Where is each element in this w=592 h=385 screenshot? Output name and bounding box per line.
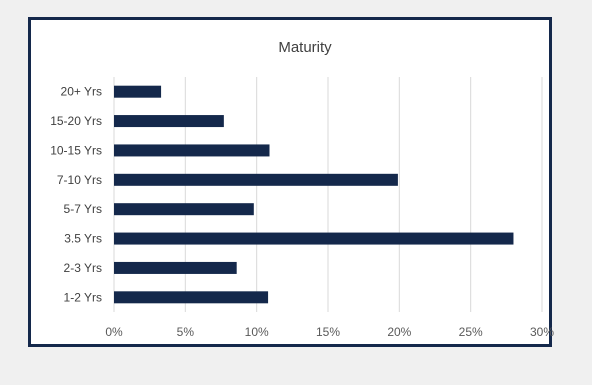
bar bbox=[114, 144, 270, 157]
category-label: 5-7 Yrs bbox=[64, 202, 102, 216]
category-label: 10-15 Yrs bbox=[50, 143, 102, 157]
category-label: 15-20 Yrs bbox=[50, 114, 102, 128]
x-tick-label: 15% bbox=[316, 325, 340, 339]
x-axis-tick-labels: 0% 5% 10% 15% 20% 25% 30% bbox=[105, 325, 554, 339]
category-label: 3.5 Yrs bbox=[64, 232, 102, 246]
x-tick-label: 25% bbox=[459, 325, 483, 339]
bar bbox=[114, 291, 269, 304]
x-tick-label: 20% bbox=[387, 325, 411, 339]
bar bbox=[114, 203, 254, 216]
category-label: 20+ Yrs bbox=[61, 85, 102, 99]
category-labels: 1-2 Yrs 2-3 Yrs 3.5 Yrs 5-7 Yrs 7-10 Yrs 10-1… bbox=[50, 85, 102, 305]
bar bbox=[114, 85, 162, 98]
x-tick-label: 10% bbox=[245, 325, 269, 339]
x-tick-label: 30% bbox=[530, 325, 554, 339]
bar bbox=[114, 173, 398, 186]
gridlines bbox=[113, 77, 543, 312]
x-tick-label: 0% bbox=[105, 325, 123, 339]
category-label: 1-2 Yrs bbox=[64, 290, 102, 304]
bar bbox=[114, 115, 224, 128]
x-tick-label: 5% bbox=[177, 325, 195, 339]
bars bbox=[114, 85, 514, 304]
category-label: 7-10 Yrs bbox=[57, 173, 102, 187]
bar bbox=[114, 261, 237, 274]
bar bbox=[114, 232, 514, 245]
category-label: 2-3 Yrs bbox=[64, 261, 102, 275]
chart-title: Maturity bbox=[278, 39, 332, 56]
